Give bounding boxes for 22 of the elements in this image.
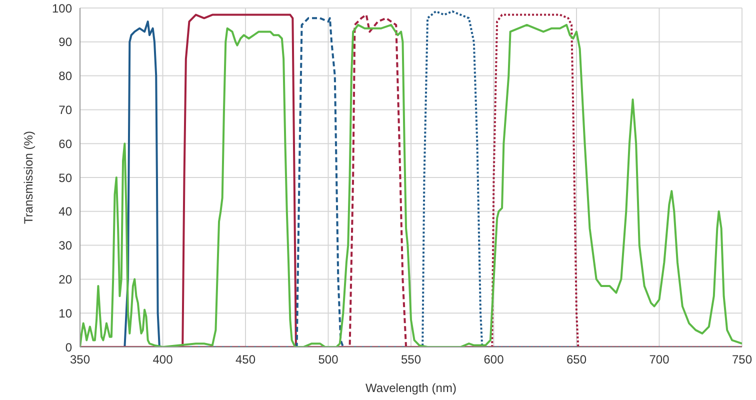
- y-tick-label: 10: [58, 306, 72, 320]
- x-tick-label: 600: [484, 352, 504, 367]
- y-tick-label: 70: [58, 102, 72, 117]
- y-axis-title: Transmission (%): [21, 131, 36, 224]
- y-tick-label: 50: [58, 170, 72, 185]
- y-tick-label: 30: [58, 238, 72, 253]
- x-tick-label: 500: [318, 352, 339, 367]
- x-tick-label: 400: [152, 352, 174, 367]
- y-tick-label: 0: [65, 340, 72, 354]
- y-tick-label: 80: [58, 69, 72, 84]
- y-tick-label: 60: [58, 136, 72, 151]
- y-tick-label: 90: [58, 35, 72, 50]
- x-tick-label: 350: [70, 352, 90, 367]
- y-tick-label: 40: [58, 204, 72, 219]
- y-tick-label: 100: [52, 1, 72, 16]
- y-tick-label: 20: [58, 272, 72, 286]
- x-axis-title: Wavelength (nm): [366, 381, 456, 395]
- x-tick-label: 650: [566, 352, 587, 367]
- x-tick-label: 550: [400, 352, 422, 367]
- x-tick-label: 750: [732, 352, 752, 367]
- x-tick-label: 700: [649, 352, 670, 367]
- x-tick-label: 450: [235, 352, 256, 367]
